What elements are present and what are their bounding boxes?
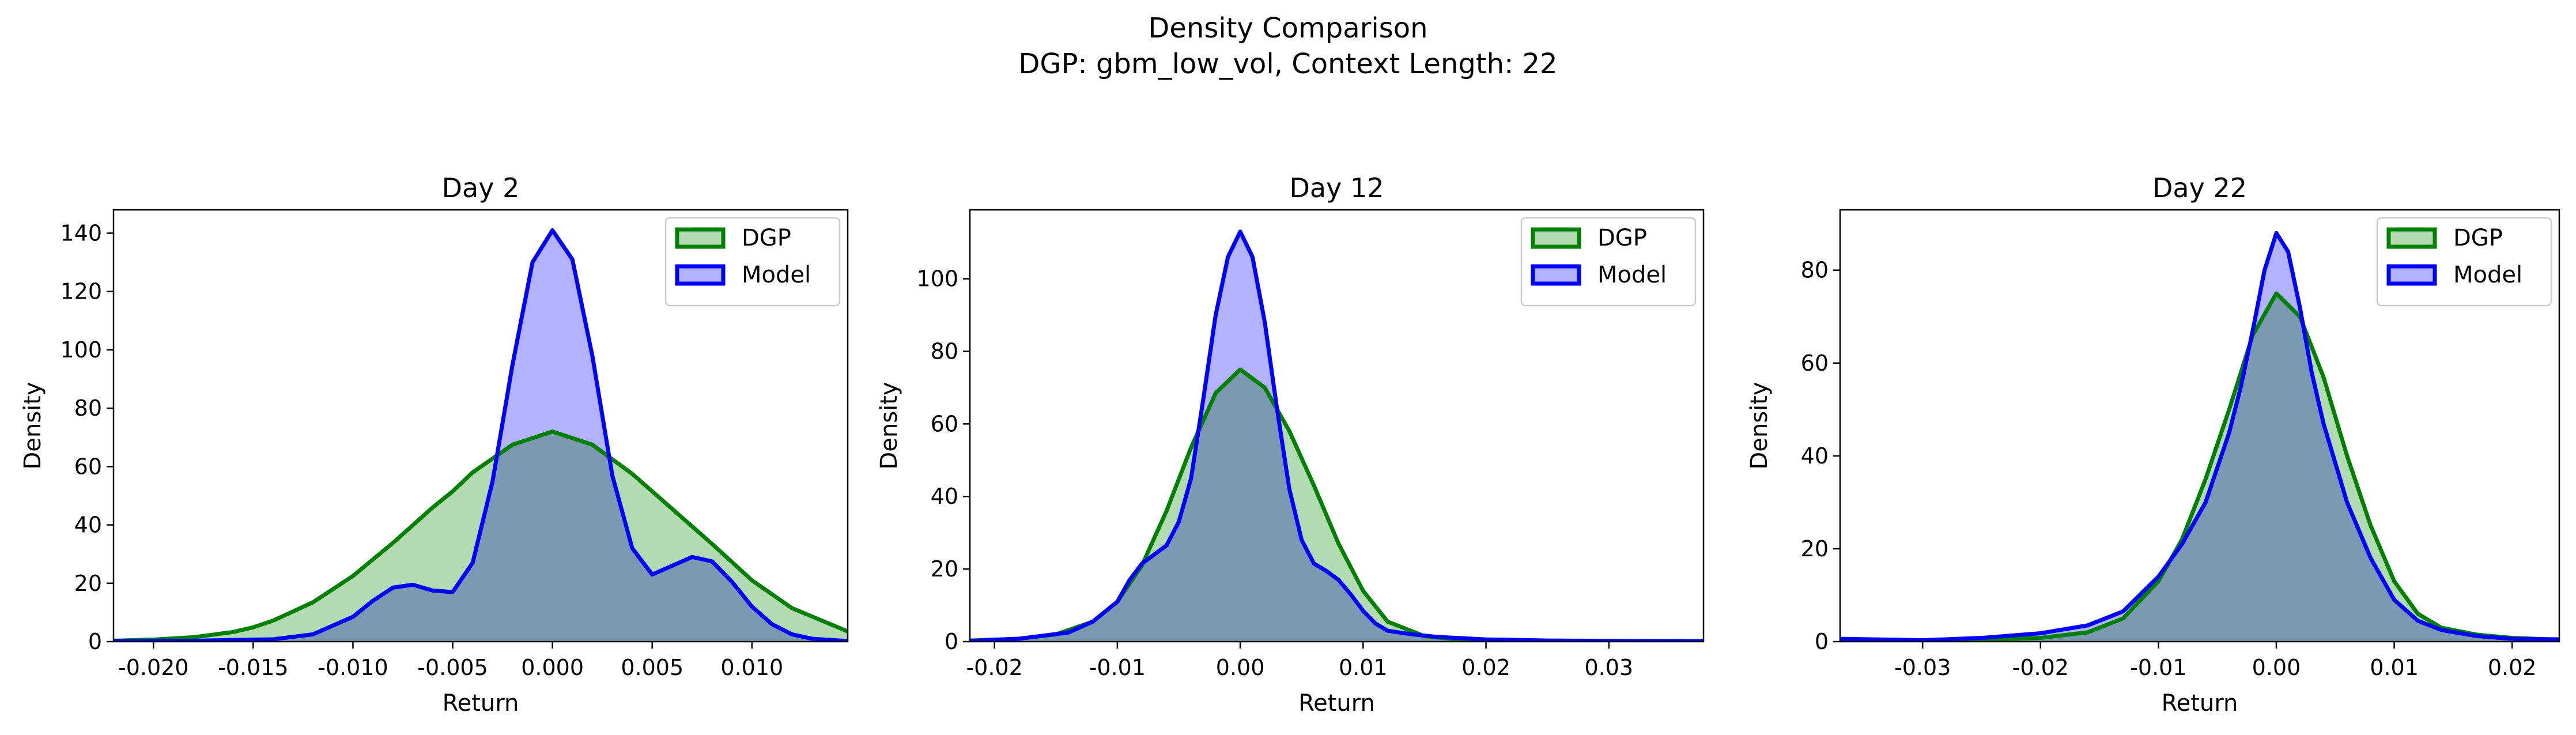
axes-frame	[1839, 209, 2560, 643]
subplot-title: Day 22	[2152, 172, 2247, 203]
legend-label-model: Model	[2453, 262, 2522, 288]
model-density-fill	[1840, 233, 2559, 642]
y-tick-label: 120	[60, 279, 102, 304]
legend-swatch-model	[675, 264, 726, 286]
x-tick-label: 0.00	[1216, 655, 1265, 680]
y-tick-label: 60	[1801, 350, 1829, 376]
legend-label-dgp: DGP	[742, 225, 791, 251]
x-tick-label: -0.010	[318, 655, 388, 680]
y-tick-label: 40	[931, 484, 958, 509]
x-tick-label: -0.015	[218, 655, 289, 680]
plot-area	[1840, 231, 2559, 642]
x-tick-label: -0.020	[118, 655, 189, 680]
legend-swatch-dgp	[675, 227, 726, 249]
y-tick-label: 0	[88, 629, 102, 654]
x-tick-label: 0.000	[521, 655, 584, 680]
x-axis-label: Return	[2162, 690, 2238, 717]
x-tick-label: 0.03	[1585, 655, 1634, 680]
figure-title: Density Comparison DGP: gbm_low_vol, Con…	[0, 10, 2576, 82]
x-tick-label: -0.02	[2012, 655, 2069, 680]
y-tick-label: 0	[945, 629, 958, 654]
x-tick-label: 0.005	[621, 655, 683, 680]
subplot-3: -0.03 -0.02 -0.01 0.00 0.01 0.02 0 20 40 60 80 Day …	[1746, 172, 2560, 717]
x-tick-label: 0.010	[720, 655, 783, 680]
x-tick-label: 0.01	[2370, 655, 2419, 680]
y-tick-label: 140	[60, 220, 102, 246]
dgp-density-fill	[1840, 293, 2559, 642]
legend: DGP Model	[2376, 217, 2552, 307]
figure-title-line-2: DGP: gbm_low_vol, Context Length: 22	[1018, 48, 1558, 80]
x-tick-label: 0.02	[1461, 655, 1510, 680]
legend-label-model: Model	[742, 262, 811, 288]
axes-frame	[969, 209, 1705, 643]
legend: DGP Model	[664, 217, 841, 307]
legend-label-model: Model	[1597, 262, 1667, 288]
y-tick-label: 100	[916, 266, 958, 292]
legend-label-dgp: DGP	[1597, 225, 1647, 251]
legend: DGP Model	[1520, 217, 1697, 307]
y-tick-label: 60	[74, 454, 102, 479]
y-tick-label: 20	[1801, 536, 1829, 561]
legend-swatch-model	[2386, 264, 2437, 286]
x-axis-label: Return	[443, 690, 519, 717]
figure-title-line-1: Density Comparison	[1148, 12, 1428, 44]
y-tick-label: 100	[60, 337, 102, 363]
x-tick-label: 0.02	[2488, 655, 2537, 680]
y-tick-label: 60	[931, 411, 958, 436]
model-density-line	[970, 229, 1704, 642]
plot-area	[970, 229, 1704, 642]
x-tick-label: -0.01	[2130, 655, 2186, 680]
x-tick-label: 0.00	[2252, 655, 2301, 680]
legend-swatch-dgp	[1531, 227, 1581, 249]
model-density-line	[114, 228, 848, 642]
y-tick-label: 40	[74, 512, 102, 538]
y-tick-label: 40	[1801, 443, 1829, 469]
y-axis-label: Density	[876, 382, 902, 469]
x-tick-label: -0.02	[966, 655, 1022, 680]
model-density-fill	[114, 230, 848, 642]
subplot-1: -0.020 -0.015 -0.010 -0.005 0.000 0.005 0.010 0…	[20, 172, 849, 717]
x-axis-label: Return	[1298, 690, 1375, 717]
x-tick-label: -0.005	[417, 655, 488, 680]
y-axis-label: Density	[1746, 382, 1773, 469]
y-axis-label: Density	[20, 382, 46, 469]
model-density-line	[1840, 231, 2559, 642]
x-tick-label: -0.01	[1089, 655, 1146, 680]
y-tick-label: 80	[74, 395, 102, 421]
dgp-density-line	[1840, 291, 2559, 642]
legend-swatch-model	[1531, 264, 1581, 286]
y-tick-label: 80	[931, 338, 958, 364]
legend-swatch-dgp	[2386, 227, 2437, 249]
y-tick-label: 20	[74, 571, 102, 596]
subplot-title: Day 12	[1290, 172, 1384, 203]
subplot-title: Day 2	[442, 172, 520, 203]
x-tick-label: 0.01	[1339, 655, 1388, 680]
plot-area	[114, 228, 848, 642]
y-tick-label: 0	[1815, 629, 1829, 654]
y-tick-label: 80	[1801, 258, 1829, 283]
subplot-2: -0.02 -0.01 0.00 0.01 0.02 0.03 0 20 40 60 80 100 Da…	[876, 172, 1705, 717]
y-tick-label: 20	[931, 556, 958, 582]
axes-frame	[112, 209, 849, 643]
x-tick-label: -0.03	[1894, 655, 1951, 680]
legend-label-dgp: DGP	[2453, 225, 2503, 251]
dgp-density-line	[114, 429, 848, 642]
